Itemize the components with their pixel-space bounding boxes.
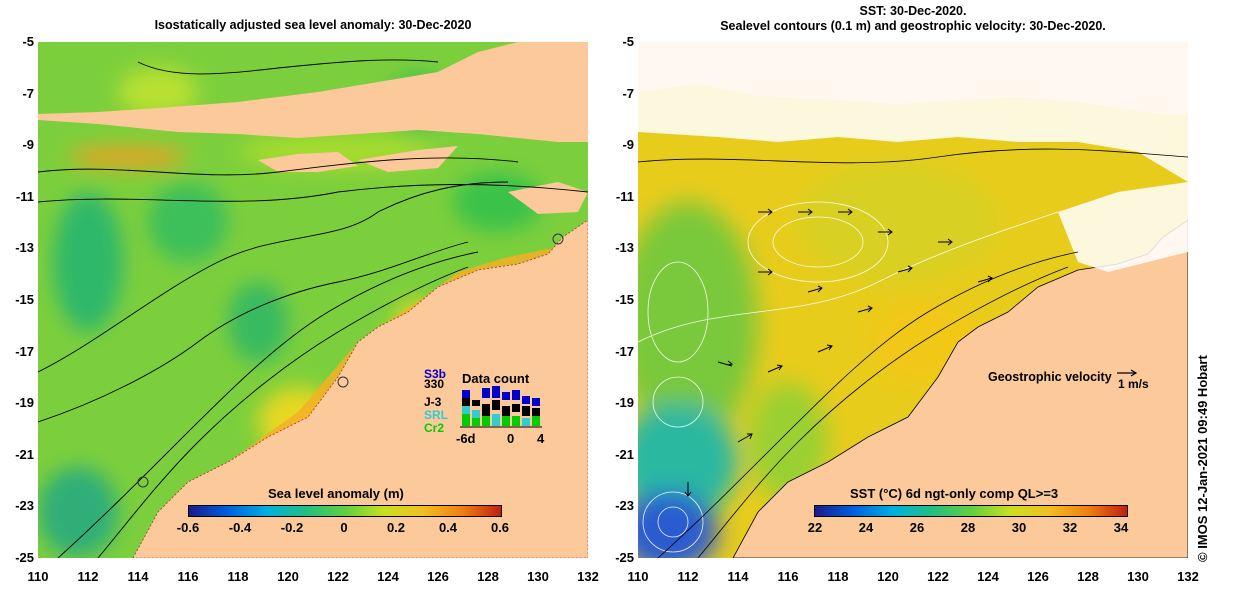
y-tick: -7	[22, 86, 34, 101]
y-tick: -15	[615, 292, 634, 307]
y-tick: -5	[622, 34, 634, 49]
y-tick: -9	[22, 137, 34, 152]
y-tick: -13	[15, 240, 34, 255]
x-tick: 128	[477, 569, 499, 584]
y-tick: -21	[15, 447, 34, 462]
x-tick: 120	[877, 569, 899, 584]
y-tick: -11	[15, 189, 34, 204]
left-colorbar	[188, 505, 502, 517]
left-panel-title: Isostatically adjusted sea level anomaly…	[154, 18, 472, 32]
velocity-legend-label: Geostrophic velocity	[988, 370, 1112, 384]
colorbar-tick: 30	[1011, 520, 1027, 535]
australia-land-left	[132, 219, 588, 558]
x-tick: 118	[827, 569, 849, 584]
right-panel-title-line1: SST: 30-Dec-2020.	[859, 4, 967, 18]
y-tick: -23	[15, 498, 34, 513]
y-tick: -17	[615, 344, 634, 359]
satellite-label-cr2: Cr2	[424, 421, 445, 435]
sst-map	[638, 42, 1188, 558]
x-tick: 112	[677, 569, 699, 584]
colorbar-tick: 34	[1113, 520, 1129, 535]
x-tick: 114	[727, 569, 749, 584]
x-tick: 112	[77, 569, 99, 584]
right-panel-title-line2: Sealevel contours (0.1 m) and geostrophi…	[720, 19, 1106, 33]
x-tick: 130	[527, 569, 549, 584]
x-tick: 120	[277, 569, 299, 584]
right-colorbar	[814, 505, 1128, 517]
colorbar-tick: 24	[858, 520, 874, 535]
y-tick: -17	[15, 344, 34, 359]
colorbar-tick: 0	[340, 520, 348, 535]
x-tick: 128	[1077, 569, 1099, 584]
y-tick: -19	[615, 395, 634, 410]
x-tick: 122	[327, 569, 349, 584]
x-tick: 110	[627, 569, 649, 584]
y-tick: -25	[15, 550, 34, 565]
colorbar-tick: 0.4	[438, 520, 458, 535]
y-tick: -21	[615, 447, 634, 462]
data-count-axis-start: -6d	[456, 431, 476, 446]
x-tick: 116	[777, 569, 799, 584]
x-tick: 122	[927, 569, 949, 584]
colorbar-tick: 22	[807, 520, 823, 535]
colorbar-tick: 0.6	[490, 520, 510, 535]
y-tick: -25	[615, 550, 634, 565]
y-tick: -15	[15, 292, 34, 307]
y-tick: -13	[615, 240, 634, 255]
x-tick: 132	[1177, 569, 1199, 584]
x-tick: 118	[227, 569, 249, 584]
x-tick: 124	[377, 569, 399, 584]
x-tick: 114	[127, 569, 149, 584]
sea-level-anomaly-map	[38, 42, 588, 558]
x-tick: 130	[1127, 569, 1149, 584]
colorbar-tick: 0.2	[386, 520, 406, 535]
x-tick: 110	[27, 569, 49, 584]
velocity-scale-arrow-icon	[1117, 369, 1138, 377]
y-tick: -11	[615, 189, 634, 204]
data-count-bars	[460, 386, 542, 428]
satellite-label-srl: SRL	[424, 408, 448, 422]
y-tick: -9	[622, 137, 634, 152]
right-colorbar-label: SST (°C) 6d ngt-only comp QL>=3	[850, 486, 1059, 501]
y-tick: -19	[15, 395, 34, 410]
x-tick: 126	[427, 569, 449, 584]
colorbar-tick: -0.2	[280, 520, 304, 535]
imos-credit: © IMOS 12-Jan-2021 09:49 Hobart	[1195, 355, 1210, 562]
colorbar-tick: -0.4	[228, 520, 252, 535]
x-tick: 126	[1027, 569, 1049, 584]
data-count-axis-end: 4	[537, 431, 545, 446]
colorbar-tick: 32	[1062, 520, 1078, 535]
velocity-scale-label: 1 m/s	[1118, 377, 1149, 391]
y-tick: -7	[622, 86, 634, 101]
colorbar-tick: -0.6	[176, 520, 200, 535]
satellite-label-j3: J-3	[424, 395, 442, 409]
satellite-label-s3b: S3b	[424, 367, 447, 381]
y-tick: -5	[22, 34, 34, 49]
satellite-label-330: 330	[424, 377, 445, 391]
x-tick: 116	[177, 569, 199, 584]
y-tick: -23	[615, 498, 634, 513]
colorbar-tick: 28	[960, 520, 976, 535]
x-tick: 124	[977, 569, 999, 584]
x-tick: 132	[577, 569, 599, 584]
left-colorbar-label: Sea level anomaly (m)	[268, 486, 404, 501]
data-count-title: Data count	[462, 371, 530, 386]
colorbar-tick: 26	[909, 520, 925, 535]
data-count-axis-zero: 0	[507, 431, 515, 446]
